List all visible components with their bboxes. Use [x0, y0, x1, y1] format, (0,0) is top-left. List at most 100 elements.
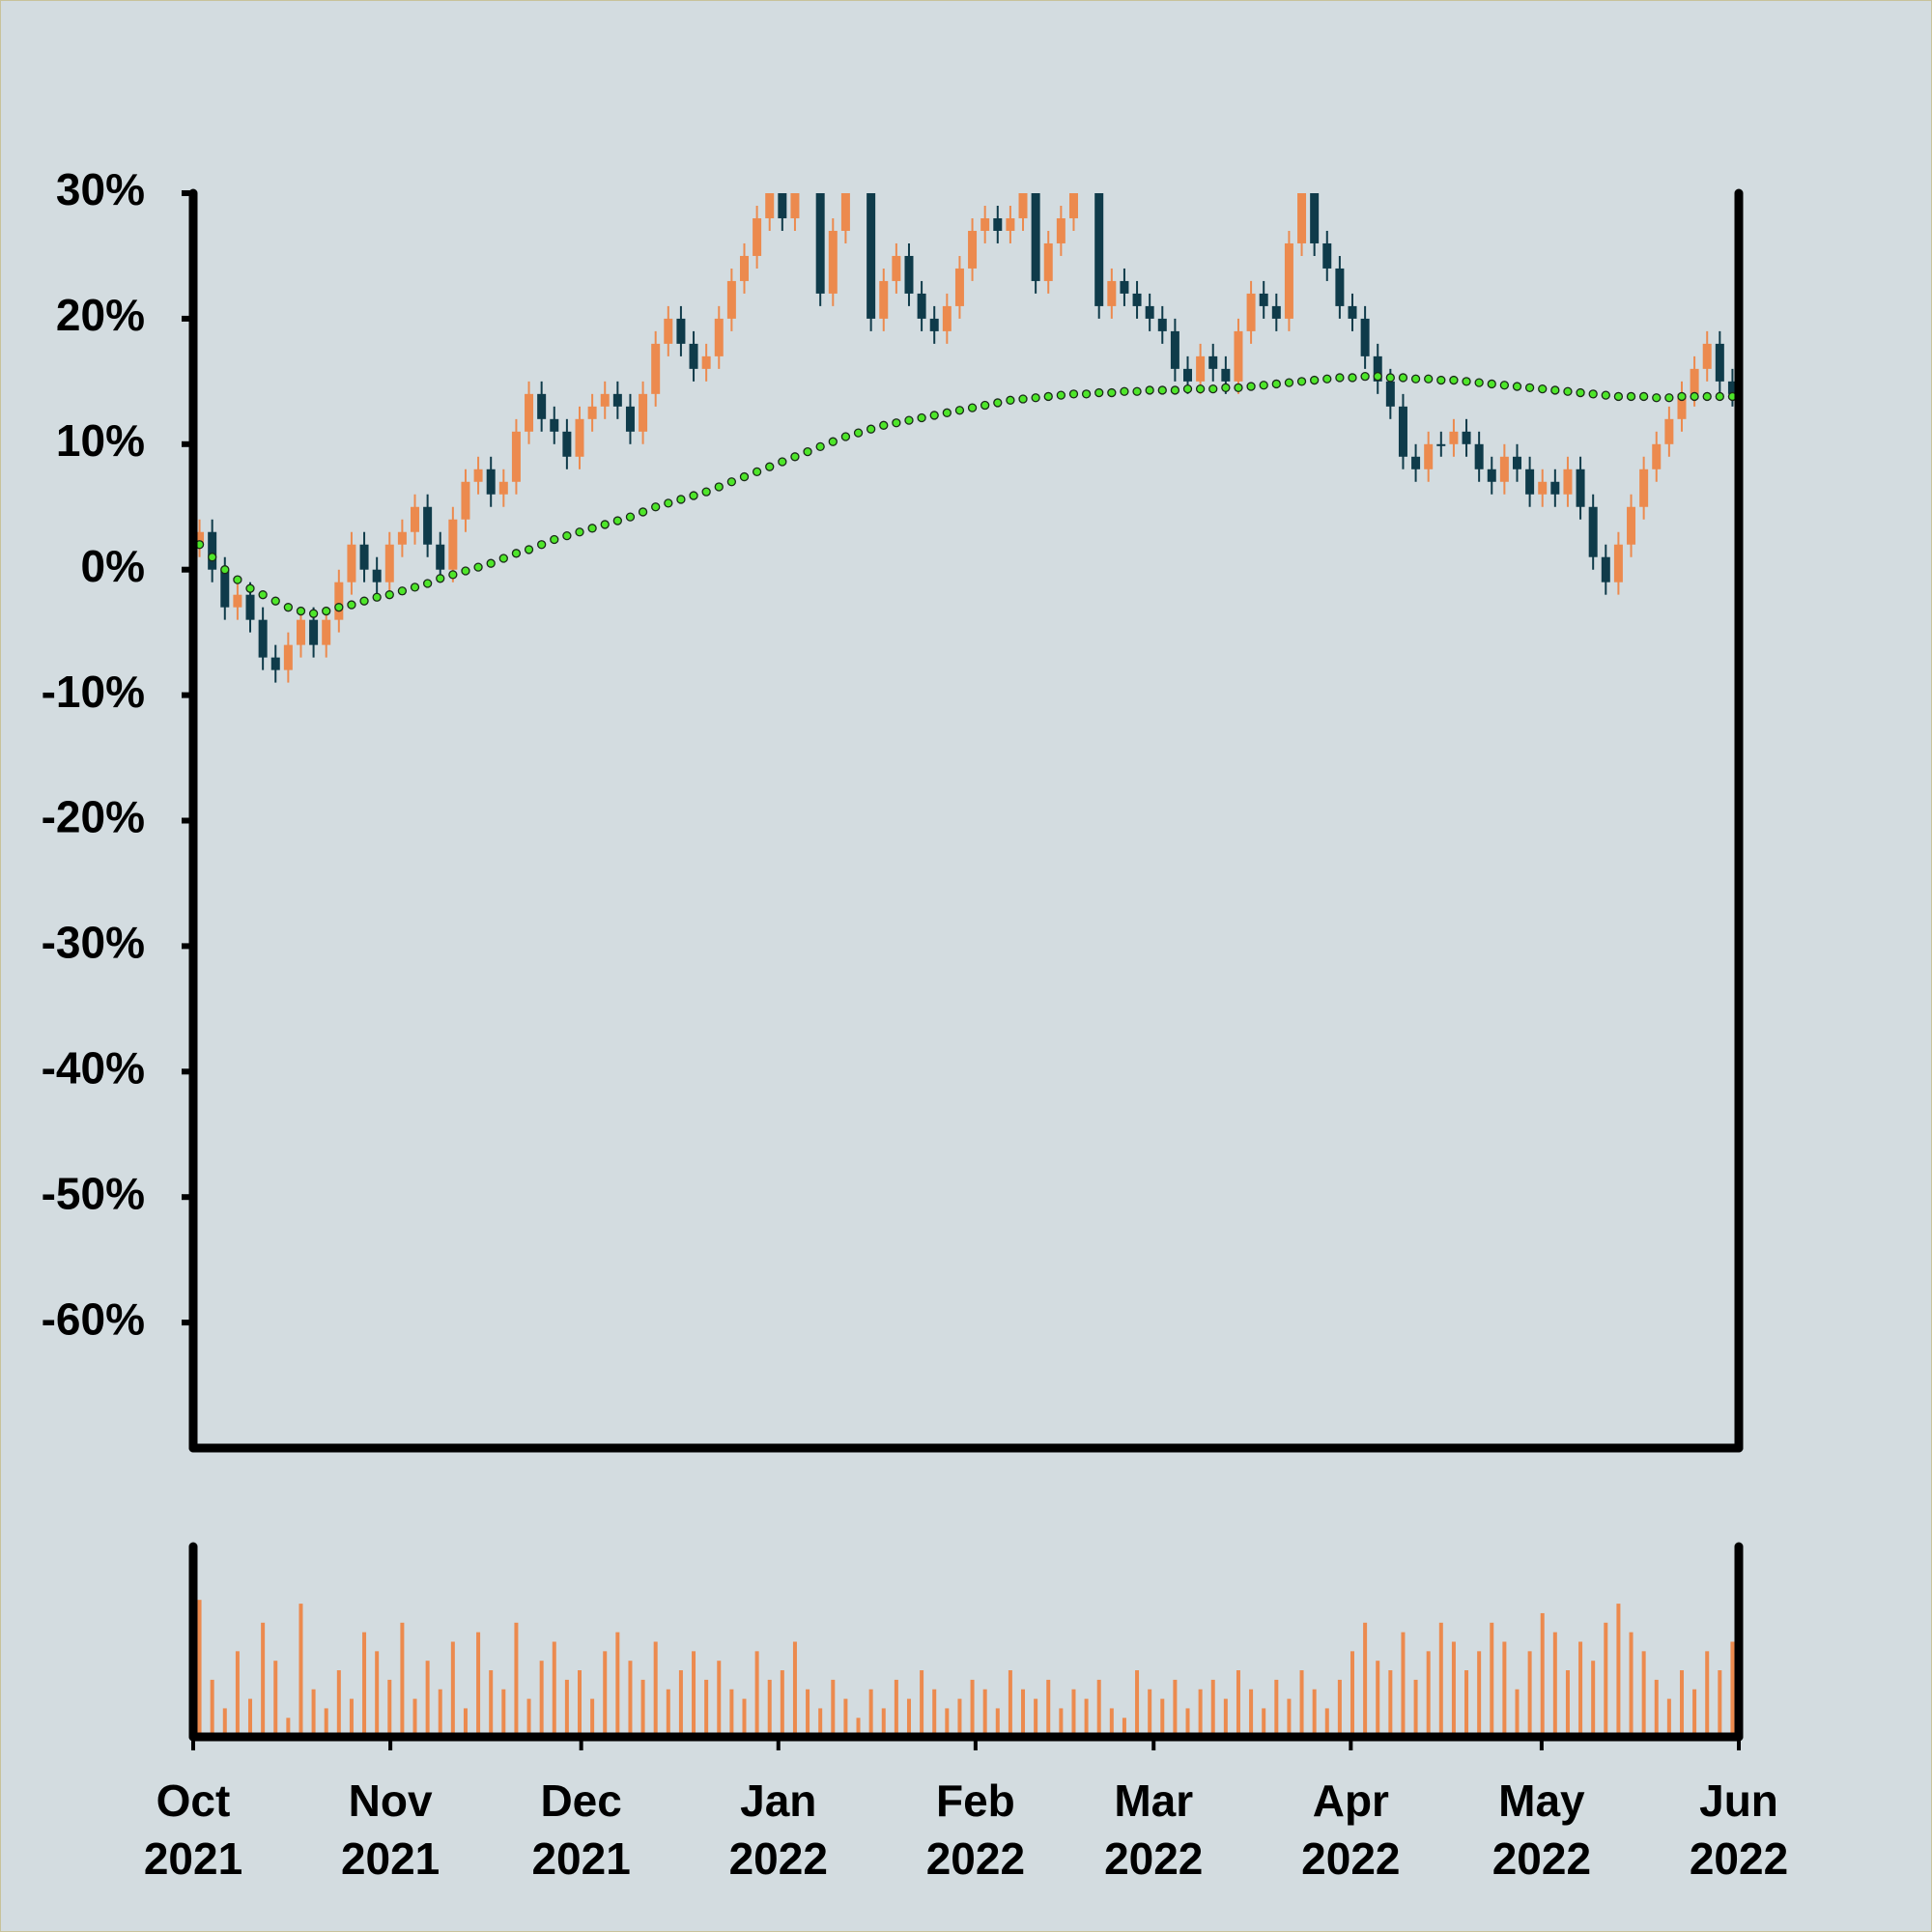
moving-average-point: [308, 609, 319, 618]
moving-average-point: [537, 540, 547, 550]
volume-bar: [1477, 1651, 1482, 1737]
candle-body: [664, 318, 673, 344]
volume-bar: [1262, 1708, 1266, 1737]
x-tick-label: Feb: [936, 1776, 1015, 1826]
candle-body: [1411, 456, 1421, 469]
candle-body: [1588, 506, 1598, 557]
candle-body: [1107, 280, 1117, 306]
candle-body: [384, 544, 394, 582]
volume-bar: [1274, 1679, 1279, 1737]
volume-bar: [868, 1689, 873, 1737]
volume-bar: [590, 1698, 595, 1737]
y-tick-label: 10%: [56, 415, 145, 466]
candle-body: [562, 431, 572, 457]
volume-bar: [1287, 1698, 1292, 1737]
moving-average-point: [322, 606, 331, 616]
y-tick-label: -50%: [42, 1168, 145, 1218]
volume-bar: [818, 1708, 823, 1737]
volume-bar: [1730, 1641, 1735, 1737]
volume-bar: [1299, 1670, 1304, 1737]
volume-bar: [603, 1651, 608, 1737]
candle-body: [208, 531, 217, 570]
volume-bar: [1616, 1604, 1621, 1737]
candle-body: [448, 519, 458, 570]
moving-average-point: [511, 549, 522, 558]
moving-average-point: [929, 411, 939, 420]
volume-bar: [526, 1698, 531, 1737]
volume-bar: [1641, 1651, 1646, 1737]
x-tick-label: Mar: [1114, 1776, 1193, 1826]
candle-body: [1601, 556, 1610, 582]
moving-average-point: [1018, 394, 1028, 404]
candle-body: [334, 582, 344, 620]
volume-bar: [932, 1689, 937, 1737]
moving-average-point: [1208, 384, 1218, 394]
volume-bar: [514, 1622, 519, 1737]
moving-average-point: [790, 452, 800, 462]
volume-bar: [273, 1661, 278, 1737]
moving-average-point: [473, 562, 483, 572]
moving-average-point: [765, 462, 775, 471]
volume-bar: [1249, 1689, 1254, 1737]
volume-bar: [729, 1689, 734, 1737]
candle-body: [778, 193, 787, 218]
moving-average-point: [714, 482, 724, 492]
candle-body: [1576, 469, 1585, 507]
candle-body: [1627, 506, 1636, 545]
moving-average-point: [1284, 378, 1294, 387]
moving-average-point: [1296, 377, 1307, 386]
moving-average-point: [233, 575, 242, 584]
moving-average-point: [1512, 382, 1522, 391]
candle-body: [473, 469, 483, 482]
volume-bar: [1236, 1670, 1240, 1737]
volume-bar: [1337, 1679, 1342, 1737]
candle-body: [714, 318, 724, 356]
moving-average-point: [954, 406, 965, 415]
volume-bar: [1464, 1670, 1469, 1737]
moving-average-point: [562, 530, 572, 541]
moving-average-point: [1221, 383, 1231, 392]
candle-body: [612, 393, 622, 407]
moving-average-point: [803, 446, 812, 457]
moving-average-point: [1360, 372, 1370, 382]
candle-body: [815, 193, 825, 294]
volume-bar: [1490, 1622, 1494, 1737]
volume-bar: [704, 1679, 709, 1737]
volume-bar: [248, 1698, 253, 1737]
candle-body: [525, 393, 534, 432]
volume-bar: [1413, 1679, 1418, 1737]
volume-bar: [564, 1679, 569, 1737]
candle-body: [968, 230, 978, 269]
volume-bar: [1135, 1670, 1140, 1737]
moving-average-point: [1702, 391, 1712, 402]
x-tick-label: 2021: [531, 1833, 630, 1884]
candle-body: [270, 657, 280, 670]
candle-body: [1398, 406, 1407, 457]
candle-body: [1006, 217, 1015, 231]
volume-bar: [717, 1661, 722, 1737]
volume-bar: [1210, 1679, 1215, 1737]
volume-bar: [1008, 1670, 1012, 1737]
volume-bar: [1376, 1661, 1380, 1737]
x-tick-label: 2021: [144, 1833, 242, 1884]
moving-average-point: [384, 590, 394, 600]
volume-bar: [1096, 1679, 1101, 1737]
candle-body: [1550, 481, 1560, 495]
volume-bar: [1312, 1689, 1317, 1737]
moving-average-point: [1271, 379, 1281, 389]
volume-bar: [1527, 1651, 1532, 1737]
volume-bar: [792, 1641, 797, 1737]
candle-body: [1715, 343, 1724, 382]
moving-average-point: [1107, 387, 1117, 398]
candle-body: [511, 431, 521, 482]
volume-bar: [400, 1622, 405, 1737]
candle-body: [1157, 318, 1167, 331]
moving-average-point: [1638, 391, 1649, 402]
moving-average-point: [1310, 375, 1320, 385]
volume-bar: [945, 1708, 950, 1737]
moving-average-point: [1373, 372, 1382, 382]
volume-bar: [1185, 1708, 1190, 1737]
candle-body: [1613, 544, 1623, 582]
